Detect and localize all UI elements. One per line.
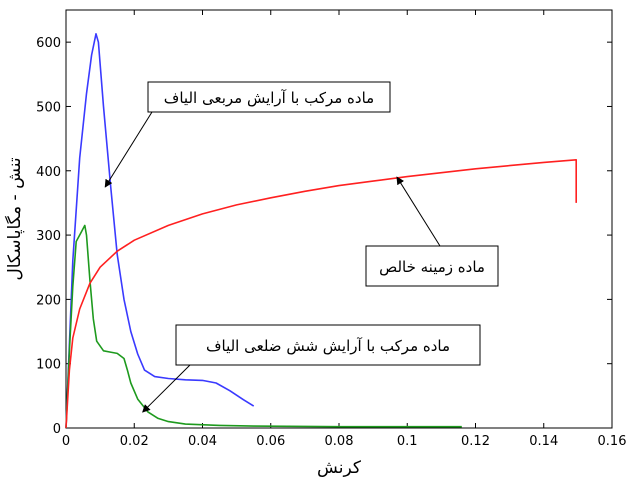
x-tick-label: 0.04 <box>188 434 217 449</box>
x-tick-label: 0.12 <box>461 434 490 449</box>
y-tick-label: 400 <box>36 165 61 180</box>
annotation-arrow <box>142 364 191 413</box>
x-tick-label: 0.16 <box>598 434 627 449</box>
x-tick-label: 0.14 <box>529 434 558 449</box>
x-tick-label: 0 <box>62 434 70 449</box>
annotation-label: ماده زمینه خالص <box>379 258 485 276</box>
y-tick-label: 600 <box>36 36 61 51</box>
y-tick-label: 100 <box>36 358 61 373</box>
y-tick-label: 500 <box>36 100 61 115</box>
series-lines <box>65 33 577 429</box>
y-tick-label: 200 <box>36 293 61 308</box>
x-tick-label: 0.1 <box>397 434 418 449</box>
annotation-label: ماده مرکب با آرایش مربعی الیاف <box>164 89 374 107</box>
annotation-arrow <box>396 176 441 247</box>
hexagonal-fiber-composite-line <box>65 224 462 429</box>
annotation-box <box>175 324 481 366</box>
x-tick-label: 0.06 <box>256 434 285 449</box>
x-axis-label: کرنش <box>317 458 362 478</box>
annotation-label: ماده مرکب با آرایش شش ضلعی الیاف <box>206 337 450 355</box>
y-axis-label: تنش - مگاپاسکال <box>4 157 25 280</box>
annotations: ماده مرکب با آرایش مربعی الیاف ماده زمینه… <box>104 81 499 413</box>
x-tick-label: 0.02 <box>120 434 149 449</box>
square-fiber-composite-line <box>65 33 255 429</box>
x-tick-label: 0.08 <box>325 434 354 449</box>
y-tick-label: 300 <box>36 229 61 244</box>
axis-ticks: 0 0.02 0.04 0.06 0.08 0.1 0.12 0.14 0.16 0 100 200 3… <box>36 10 626 449</box>
annotation-box <box>365 245 499 287</box>
y-tick-label: 0 <box>53 422 61 437</box>
pure-matrix-line <box>65 159 577 429</box>
annotation-arrow <box>104 111 153 188</box>
annotation-box <box>147 81 391 113</box>
